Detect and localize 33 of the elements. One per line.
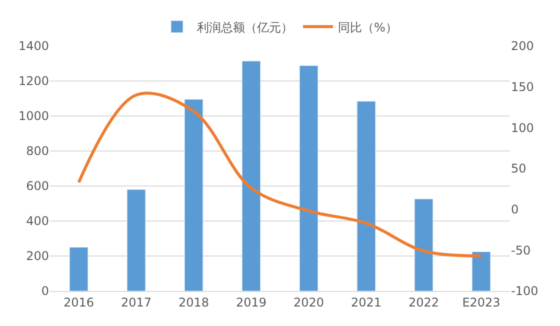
x-tick-label: 2020 bbox=[293, 295, 324, 310]
x-tick-label: 2016 bbox=[63, 295, 94, 310]
bar bbox=[299, 65, 318, 291]
x-tick-label: E2023 bbox=[462, 295, 500, 310]
y2-tick-label: 0 bbox=[511, 202, 519, 217]
bar bbox=[356, 101, 376, 291]
legend-label: 同比（%） bbox=[338, 20, 398, 34]
y2-tick-label: 150 bbox=[511, 80, 534, 94]
bar bbox=[126, 189, 146, 291]
y-tick-label: 800 bbox=[26, 144, 49, 158]
bar bbox=[184, 99, 204, 291]
y-tick-label: 1000 bbox=[18, 109, 49, 124]
y-tick-label: 200 bbox=[26, 249, 49, 264]
y-tick-label: 600 bbox=[26, 179, 49, 194]
y-tick-label: 1400 bbox=[18, 39, 49, 54]
y2-tick-label: 200 bbox=[511, 39, 534, 54]
x-tick-label: 2017 bbox=[120, 295, 152, 310]
bar bbox=[414, 198, 434, 291]
y2-tick-label: 100 bbox=[511, 120, 534, 135]
x-tick-label: 2022 bbox=[408, 295, 440, 310]
x-tick-label: 2018 bbox=[178, 295, 210, 310]
y2-tick-label: 50 bbox=[511, 162, 526, 176]
y2-tick-label: -50 bbox=[511, 243, 531, 258]
bar bbox=[69, 247, 88, 291]
bar bbox=[242, 60, 261, 291]
legend-label: 利润总额（亿元） bbox=[197, 20, 293, 34]
x-tick-label: 2021 bbox=[350, 295, 382, 310]
x-tick-label: 2019 bbox=[236, 295, 267, 310]
bar bbox=[472, 252, 491, 291]
y-tick-label: 0 bbox=[41, 284, 49, 298]
y-tick-label: 400 bbox=[26, 214, 49, 228]
y2-tick-label: -100 bbox=[511, 284, 538, 298]
y-tick-label: 1200 bbox=[18, 74, 49, 88]
